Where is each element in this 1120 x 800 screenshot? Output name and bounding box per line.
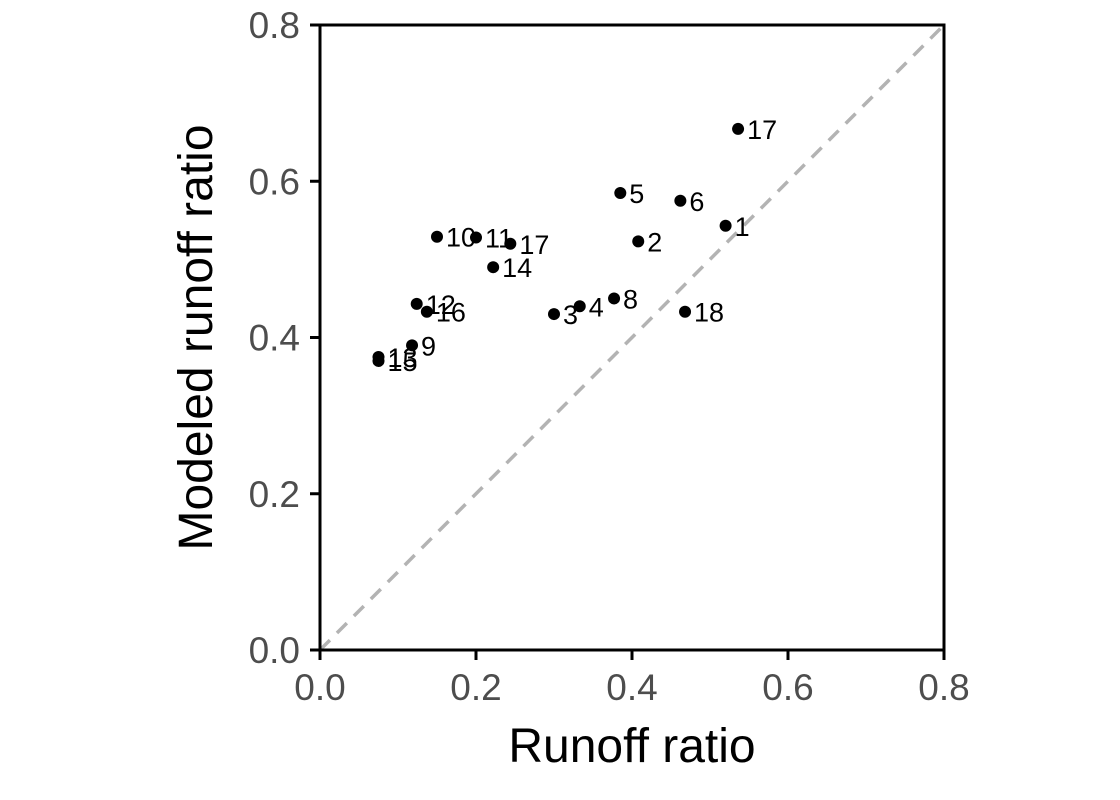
y-tick-label: 0.2: [249, 474, 300, 515]
data-point: [614, 186, 627, 199]
data-point: [548, 308, 560, 321]
data-point-label: 14: [502, 253, 532, 283]
data-point: [674, 194, 687, 207]
data-point-label: 16: [436, 298, 466, 328]
y-tick-label: 0.4: [249, 318, 300, 359]
data-point: [632, 235, 645, 248]
x-tick-label: 0.8: [918, 667, 969, 708]
data-point-label: 4: [589, 292, 604, 322]
data-point-label: 2: [647, 227, 662, 257]
x-axis-title: Runoff ratio: [508, 720, 755, 773]
y-tick-label: 0.6: [249, 161, 300, 202]
data-point-label: 9: [421, 331, 436, 361]
data-point: [719, 219, 732, 232]
data-point-label: 11: [485, 224, 513, 254]
reference-line: [318, 23, 946, 652]
data-point: [608, 292, 621, 305]
data-point: [410, 297, 423, 310]
axis-ticks: 0.0 0.2 0.4 0.6 0.8 0.0 0.2 0.4 0.6 0.8: [249, 5, 970, 708]
x-tick-label: 0.6: [762, 667, 813, 708]
data-point: [431, 230, 443, 243]
data-point-label: 1: [735, 212, 750, 242]
data-point: [372, 354, 385, 367]
data-point-label: 15: [388, 347, 418, 377]
data-point: [504, 237, 517, 250]
data-point-label: 13: [388, 343, 418, 373]
data-point-label: 17: [519, 230, 549, 260]
data-point-label: 8: [623, 284, 638, 314]
y-axis-title: Modeled runoff ratio: [170, 124, 223, 550]
x-tick-label: 0.0: [294, 667, 345, 708]
data-point: [487, 261, 500, 274]
data-point: [470, 231, 482, 244]
x-tick-label: 0.4: [606, 667, 657, 708]
data-point-label: 5: [629, 179, 644, 209]
y-tick-label: 0.0: [249, 630, 300, 671]
x-tick-label: 0.2: [450, 667, 501, 708]
data-point: [573, 300, 586, 313]
data-point-label: 18: [694, 298, 724, 328]
data-point: [420, 305, 433, 318]
data-point-label: 6: [689, 187, 704, 217]
y-tick-label: 0.8: [249, 5, 300, 46]
reference-line-layer: [318, 23, 946, 652]
data-point: [406, 339, 419, 352]
data-point-label: 17: [747, 115, 777, 145]
data-point: [679, 305, 692, 318]
data-point: [732, 122, 745, 135]
